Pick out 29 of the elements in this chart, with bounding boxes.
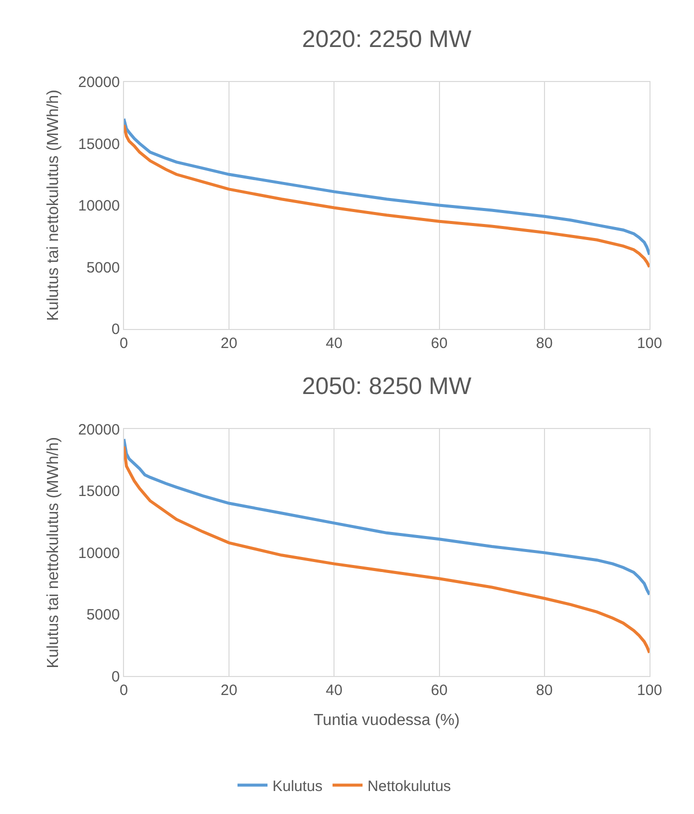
x-tick-label: 40 [326, 334, 342, 352]
line-series [124, 444, 650, 654]
y-tick-label: 10000 [78, 198, 120, 215]
x-tick-label: 60 [430, 682, 448, 700]
x-tick-label: 80 [536, 334, 553, 352]
y-tick-label: 10000 [78, 544, 120, 562]
chart-title: 2050: 8250 MW [302, 373, 472, 400]
legend-label: Kulutus [272, 778, 323, 795]
legend-label: Nettokulutus [368, 778, 451, 795]
x-tick-label: 20 [220, 682, 238, 700]
y-tick-label: 0 [111, 321, 120, 338]
y-tick-label: 15000 [78, 136, 120, 153]
x-tick-label: 100 [637, 682, 662, 700]
x-tick-label: 100 [637, 334, 662, 352]
y-tick-label: 0 [111, 668, 120, 686]
x-tick-label: 20 [220, 334, 238, 352]
y-tick-label: 20000 [78, 421, 120, 438]
y-axis-title: Kulutus tai nettokulutus (MWh/h) [45, 90, 62, 321]
y-tick-label: 20000 [78, 74, 120, 92]
chart-title: 2020: 2250 MW [302, 26, 472, 53]
y-tick-label: 5000 [86, 259, 120, 276]
y-axis-title: Kulutus tai nettokulutus (MWh/h) [45, 437, 62, 668]
x-tick-label: 60 [430, 334, 448, 352]
line-series [124, 438, 650, 596]
x-axis-title: Tuntia vuodessa (%) [314, 712, 460, 729]
x-tick-label: 40 [326, 682, 342, 700]
x-tick-label: 80 [536, 682, 553, 700]
y-tick-label: 15000 [78, 483, 120, 500]
y-tick-label: 5000 [86, 606, 120, 624]
